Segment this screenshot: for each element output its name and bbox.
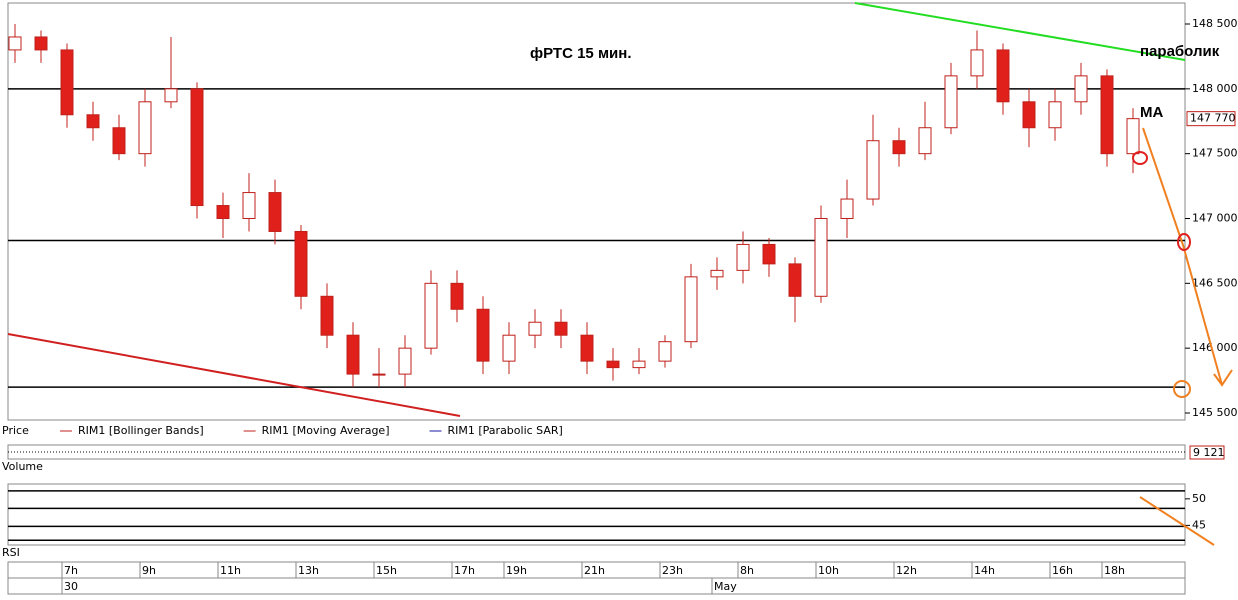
candle-body xyxy=(788,263,802,297)
x-tick-label: 23h xyxy=(662,564,683,577)
y-tick-label: 146 000 xyxy=(1192,341,1238,354)
candle-body xyxy=(112,127,126,155)
candle-body xyxy=(268,192,282,232)
y-tick-label: 147 000 xyxy=(1192,212,1238,225)
candle-body xyxy=(86,114,100,129)
trend-line xyxy=(7,333,461,417)
candle-body xyxy=(60,49,74,116)
candle-body xyxy=(840,198,854,220)
candle-body xyxy=(528,321,542,336)
rsi-tick-label: 45 xyxy=(1192,518,1206,531)
legend-label: RIM1 [Bollinger Bands] xyxy=(78,424,204,437)
candle-body xyxy=(658,341,672,362)
y-tick-label: 146 500 xyxy=(1192,276,1238,289)
legend-label: RIM1 [Parabolic SAR] xyxy=(448,424,563,437)
candle-body xyxy=(450,282,464,310)
x-tick-label: 21h xyxy=(584,564,605,577)
x-tick-label: 19h xyxy=(506,564,527,577)
panel-label: RSI xyxy=(2,546,20,559)
x-tick-label: 11h xyxy=(220,564,241,577)
date-label: May xyxy=(714,580,737,593)
x-tick-label: 15h xyxy=(376,564,397,577)
last-price-box xyxy=(1186,111,1236,127)
rsi-plot xyxy=(8,490,1185,541)
y-tick-label: 148 500 xyxy=(1192,17,1238,30)
candle-body xyxy=(632,360,646,369)
volume-label: 9 121 xyxy=(1193,446,1225,459)
x-tick-label: 16h xyxy=(1052,564,1073,577)
rsi-arrow xyxy=(1139,496,1215,546)
x-tick-label: 13h xyxy=(298,564,319,577)
candle-body xyxy=(736,243,750,271)
candle-body xyxy=(996,49,1010,103)
candle-body xyxy=(424,282,438,349)
candle-body xyxy=(1048,101,1062,129)
price-panel xyxy=(7,2,1186,421)
y-tick-label: 148 000 xyxy=(1192,82,1238,95)
rsi-tick-label: 50 xyxy=(1192,492,1206,505)
arrow-head xyxy=(1213,369,1233,387)
panel-label: Price xyxy=(2,424,29,437)
candle-body xyxy=(8,36,22,51)
x-tick-label: 7h xyxy=(64,564,78,577)
candle-body xyxy=(34,36,48,51)
candle-body xyxy=(216,205,230,220)
volume-box xyxy=(1189,445,1225,460)
candle-body xyxy=(554,321,568,336)
price-plot xyxy=(8,24,1185,388)
candle-body xyxy=(138,101,152,155)
candle-body xyxy=(580,334,594,362)
last-price-label: 147 770 xyxy=(1190,112,1236,125)
candle-body xyxy=(398,347,412,375)
candle-body xyxy=(1074,75,1088,103)
candle-body xyxy=(606,360,620,369)
x-tick-label: 14h xyxy=(974,564,995,577)
candle-body xyxy=(346,334,360,375)
panel-label: Volume xyxy=(2,460,43,473)
x-tick-label: 17h xyxy=(454,564,475,577)
x-tick-label: 12h xyxy=(896,564,917,577)
candle-body xyxy=(476,308,490,362)
candle-body xyxy=(892,140,906,155)
candle-body xyxy=(1126,118,1140,155)
candle-body xyxy=(1100,75,1114,155)
annotation: параболик xyxy=(1140,43,1220,60)
candle-body xyxy=(372,373,386,376)
candle-body xyxy=(684,276,698,343)
candle-body xyxy=(1022,101,1036,129)
candle-body xyxy=(502,334,516,362)
marker-circle xyxy=(1173,380,1191,398)
date-label: 30 xyxy=(64,580,78,593)
candle-body xyxy=(320,295,334,336)
x-tick-label: 10h xyxy=(818,564,839,577)
marker-circle xyxy=(1177,233,1191,251)
x-tick-label: 8h xyxy=(740,564,754,577)
candle-body xyxy=(918,127,932,155)
rsi-panel xyxy=(7,483,1186,546)
candle-body xyxy=(866,140,880,200)
y-tick-label: 147 500 xyxy=(1192,147,1238,160)
candle-body xyxy=(190,88,204,207)
annotation: MA xyxy=(1140,104,1163,121)
labels: 145 500 146 000 146 500 147 000 147 500 148 0… xyxy=(60,17,1238,594)
x-tick-label: 18h xyxy=(1104,564,1125,577)
trend-line xyxy=(854,2,1186,61)
candle-body xyxy=(814,218,828,297)
candle-body xyxy=(710,269,724,278)
candle-body xyxy=(242,192,256,219)
y-tick-label: 145 500 xyxy=(1192,406,1238,419)
candle-body xyxy=(294,230,308,297)
legend-label: RIM1 [Moving Average] xyxy=(262,424,390,437)
x-tick-label: 9h xyxy=(142,564,156,577)
forecast-arrow xyxy=(1142,127,1223,386)
candle-body xyxy=(762,243,776,265)
candle-body xyxy=(944,75,958,129)
candle-body xyxy=(970,49,984,77)
candle-body xyxy=(164,88,178,103)
chart-title: фРТС 15 мин. xyxy=(530,45,632,62)
marker-circle xyxy=(1132,151,1148,165)
